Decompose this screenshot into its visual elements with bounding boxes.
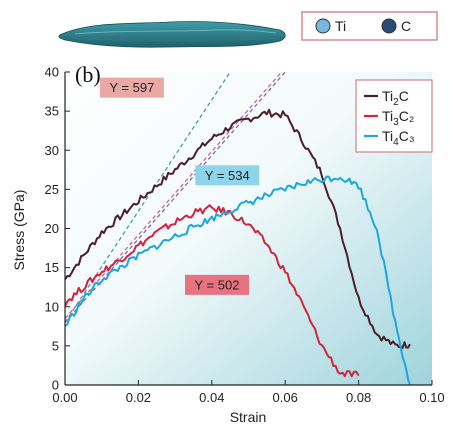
ti-atom-icon	[315, 18, 331, 34]
x-tick-label: 0.00	[52, 390, 77, 405]
x-tick-label: 0.10	[419, 390, 444, 405]
c-atom-icon	[381, 18, 397, 34]
annotation-box	[99, 77, 164, 98]
y-tick-label: 10	[45, 299, 59, 314]
series-line-1	[65, 204, 360, 378]
y-ticks: 0 5 10 15 20 25 30 35 40	[45, 65, 70, 393]
panel-label: (b)	[75, 62, 101, 87]
legend-entry: Ti2C	[382, 88, 409, 108]
y-tick-label: 15	[45, 260, 59, 275]
y-tick-label: 0	[52, 378, 59, 393]
y-tick-label: 20	[45, 221, 59, 236]
annotation-label: Y = 534	[205, 168, 250, 183]
legend-entry: Ti4C₃	[382, 128, 415, 148]
ti-atom-label: Ti	[335, 18, 346, 34]
y-tick-label: 5	[52, 338, 59, 353]
annotation-label: Y = 597	[109, 80, 154, 95]
series-line-2	[65, 175, 411, 385]
y-tick-label: 40	[45, 65, 59, 80]
atom-legend: Ti C	[301, 11, 438, 41]
series-line-0	[65, 108, 411, 350]
x-tick-label: 0.06	[273, 390, 298, 405]
x-tick-label: 0.04	[199, 390, 224, 405]
y-axis-title: Stress (GPa)	[11, 190, 27, 271]
annotation-label: Y = 502	[195, 277, 240, 292]
x-tick-label: 0.02	[126, 390, 151, 405]
legend-entry: Ti3C₂	[382, 108, 414, 128]
y-tick-label: 35	[45, 104, 59, 119]
annotation-box	[185, 274, 250, 295]
x-axis-title: Strain	[230, 409, 267, 424]
y-tick-label: 30	[45, 143, 59, 158]
modulus-annotations: Y = 597 Y = 534 Y = 502	[99, 77, 260, 295]
mxene-sheet-illustration	[58, 21, 286, 48]
yield-reference-line	[65, 72, 283, 319]
annotation-box	[195, 165, 260, 186]
x-ticks: 0.00 0.02 0.04 0.06 0.08 0.10	[52, 380, 445, 405]
x-tick-label: 0.08	[346, 390, 371, 405]
series-layer	[65, 108, 411, 385]
c-atom-label: C	[401, 18, 411, 34]
y-tick-label: 25	[45, 182, 59, 197]
